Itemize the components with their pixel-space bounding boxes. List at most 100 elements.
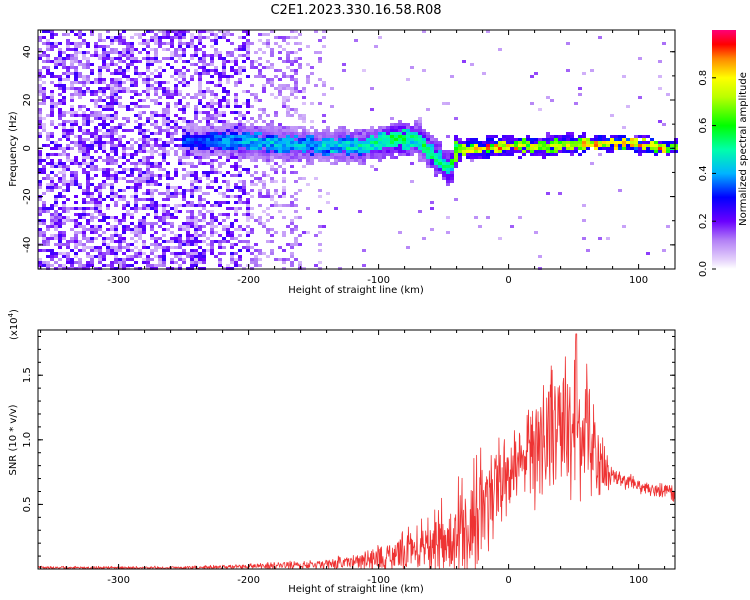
spectrogram-cell [62,195,66,198]
spectrogram-cell [110,93,114,96]
spectrogram-cell [262,144,266,147]
spectrogram-cell [254,150,258,153]
spectrogram-cell [386,132,390,135]
spectrogram-cell [70,126,74,129]
spectrogram-cell [86,57,90,60]
spectrogram-cell [222,252,226,255]
spectrogram-cell [74,213,78,216]
spectrogram-cell [246,231,250,234]
spectrogram-cell [70,264,74,267]
spectrogram-cell [190,126,194,129]
spectrogram-cell [54,219,58,222]
spectrogram-cell [370,108,374,111]
spectrogram-cell [290,219,294,222]
spectrogram-cell [318,144,322,147]
spectrogram-cell [226,150,230,153]
spectrogram-cell [150,228,154,231]
spectrogram-cell [622,138,626,141]
spectrogram-cell [314,234,318,237]
spectrogram-cell [214,159,218,162]
spectrogram-cell [118,219,122,222]
spectrogram-cell [130,162,134,165]
spectrogram-cell [238,114,242,117]
spectrogram-cell [246,111,250,114]
spectrogram-cell [178,117,182,120]
spectrogram-cell [278,204,282,207]
spectrogram-cell [166,63,170,66]
spectrogram-cell [102,90,106,93]
spectrogram-cell [298,48,302,51]
spectrogram-cell [174,105,178,108]
spectrogram-cell [130,51,134,54]
spectrogram-cell [134,33,138,36]
spectrogram-cell [362,69,366,72]
spectrogram-cell [446,174,450,177]
spectrogram-cell [146,144,150,147]
spectrogram-cell [62,132,66,135]
spectrogram-cell [170,240,174,243]
spectrogram-cell [138,186,142,189]
spectrogram-cell [90,198,94,201]
spectrogram-cell [118,42,122,45]
spectrogram-cell [90,261,94,264]
spectrogram-cell [238,129,242,132]
spectrogram-cell [430,138,434,141]
spectrogram-cell [278,132,282,135]
spectrogram-cell [90,192,94,195]
spectrogram-cell [110,246,114,249]
spectrogram-cell [46,144,50,147]
spectrogram-cell [190,213,194,216]
spectrogram-cell [78,249,82,252]
spectrogram-cell [222,69,226,72]
spectrogram-cell [190,189,194,192]
spectrogram-cell [190,162,194,165]
spectrogram-cell [222,201,226,204]
spectrogram-cell [406,123,410,126]
spectrogram-cell [254,255,258,258]
spectrogram-cell [82,123,86,126]
spectrogram-cell [182,108,186,111]
spectrogram-cell [250,228,254,231]
spectrogram-cell [62,78,66,81]
spectrogram-cell [106,222,110,225]
spectrogram-cell [142,132,146,135]
spectrogram-cell [442,171,446,174]
spectrogram-cell [78,222,82,225]
spectrogram-cell [666,150,670,153]
spectrogram-cell [450,177,454,180]
spectrogram-cell [178,210,182,213]
snr-x-tick-label: -200 [237,575,260,586]
spectrogram-cell [126,117,130,120]
spectrogram-cell [602,135,606,138]
spectrogram-cell [602,144,606,147]
spectrogram-cell [402,141,406,144]
spectrogram-cell [94,51,98,54]
spectrogram-cell [78,213,82,216]
spectrogram-cell [206,117,210,120]
spectrogram-cell [206,135,210,138]
spectrogram-cell [294,147,298,150]
spectrogram-cell [62,84,66,87]
spectrogram-cell [498,48,502,51]
spectrogram-cell [570,144,574,147]
spectrogram-cell [82,171,86,174]
spectrogram-cell [522,138,526,141]
spectrogram-cell [350,150,354,153]
spectrogram-cell [130,231,134,234]
spectrogram-cell [38,72,42,75]
spectrogram-cell [294,30,298,33]
spectrogram-cell [110,228,114,231]
spectrogram-cell [54,198,58,201]
spectrogram-cell [154,189,158,192]
spectrogram-cell [566,42,570,45]
spectrogram-cell [546,96,550,99]
spectrogram-cell [62,114,66,117]
spectrogram-cell [338,126,342,129]
spectrogram-cell [502,141,506,144]
spectrogram-cell [122,147,126,150]
spectrogram-cell [166,105,170,108]
spectrogram-cell [206,162,210,165]
spectrogram-cell [122,156,126,159]
spectrogram-cell [102,168,106,171]
spectrogram-cell [602,141,606,144]
